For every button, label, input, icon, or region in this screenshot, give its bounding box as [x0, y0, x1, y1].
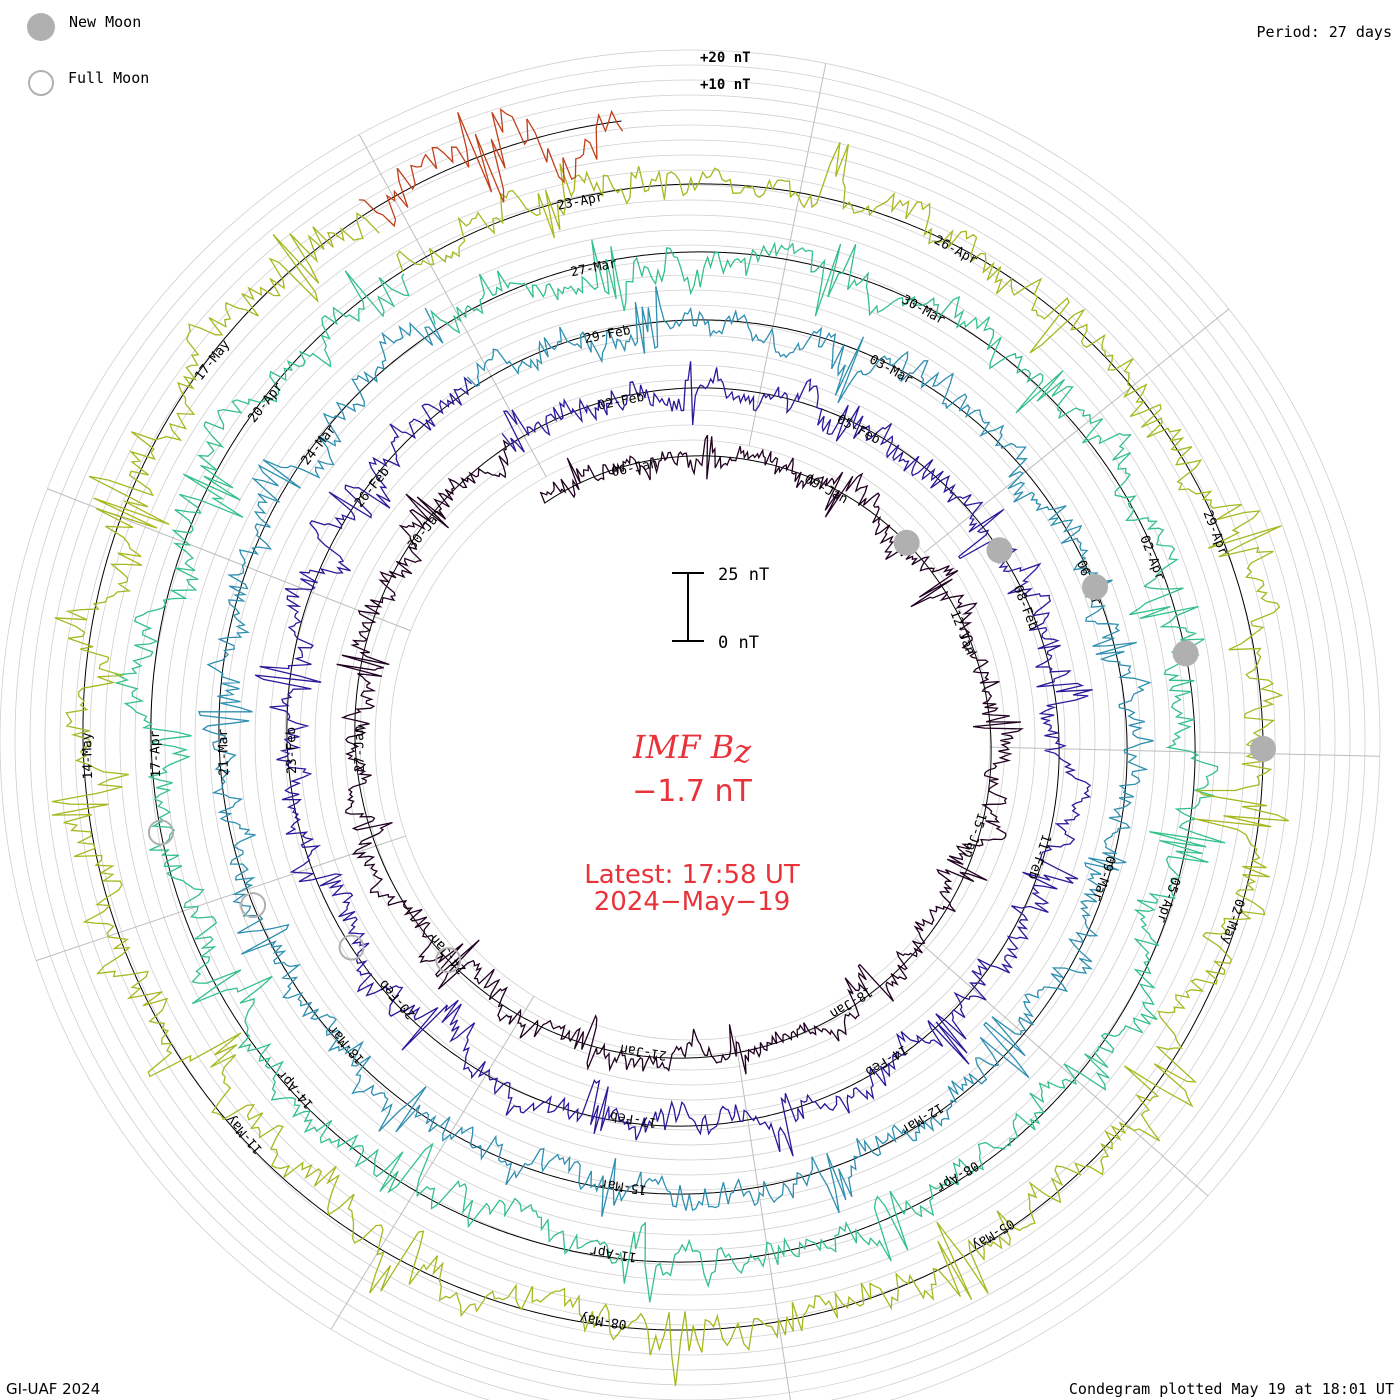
zero-reference-line [366, 120, 622, 214]
date-label: 23-Feb [284, 727, 300, 775]
date-label: 14-Feb [862, 1041, 910, 1078]
grid-spoke [358, 134, 547, 477]
date-label: 12-Jan [946, 608, 977, 657]
latest-time: Latest: 17:58 UT [584, 860, 800, 890]
grid-circle [134, 184, 1246, 1296]
grid-spoke [734, 1036, 791, 1400]
data-series [51, 108, 1289, 1387]
grid-circle [359, 409, 1021, 1071]
grid-circle [74, 124, 1306, 1356]
grid-spoke [36, 835, 406, 962]
zero-reference-line [150, 251, 1196, 1263]
grid-spoke [914, 937, 1209, 1197]
scale-bar-top-label: 25 nT [718, 565, 769, 585]
grid-circle [164, 214, 1216, 1266]
date-label: 08-May [579, 1310, 628, 1332]
grid-circle [59, 109, 1321, 1371]
grid-circle [254, 304, 1126, 1176]
date-label: 14-May [80, 732, 96, 780]
grid-circle [299, 349, 1081, 1131]
parameter-subscript: z [734, 732, 752, 771]
series-3-trace [197, 286, 1154, 1217]
scale-bar: 25 nT 0 nT [672, 565, 769, 653]
zero-reference-line [354, 444, 992, 1059]
date-label: 23-Apr [556, 190, 605, 214]
scale-label-10: +10 nT [700, 77, 751, 93]
current-value: −1.7 nT [632, 774, 752, 809]
grid-spoke [748, 63, 827, 446]
full-moon-marker [147, 819, 174, 846]
new-moon-icon [27, 13, 55, 41]
grid-circle [14, 64, 1366, 1400]
latest-date: 2024−May−19 [593, 887, 791, 917]
new-moon-marker [1172, 640, 1199, 667]
series-5-trace [51, 142, 1289, 1387]
date-label: 20-Apr [245, 380, 286, 426]
footer-credit: GI-UAF 2024 [6, 1380, 101, 1398]
date-label: 27-Mar [569, 256, 618, 280]
date-label: 05-May [969, 1215, 1017, 1252]
grid-spoke [330, 995, 535, 1330]
series-2-trace [254, 361, 1093, 1157]
series-6-trace [358, 108, 624, 228]
grid-circle [89, 139, 1291, 1341]
date-label: 11-Apr [589, 1242, 638, 1264]
grid-circle [0, 49, 1381, 1400]
grid-circle [194, 244, 1186, 1236]
grid-circle [389, 439, 991, 1041]
new-moon-marker [893, 529, 920, 556]
date-label: 02-Feb [597, 390, 646, 414]
date-label: 30-Jan [405, 507, 446, 553]
date-label: 20-Feb [376, 976, 418, 1021]
footer-plotted: Condegram plotted May 19 at 18:01 UT [1068, 1380, 1394, 1398]
moon-markers [147, 529, 1277, 974]
grid-circle [329, 379, 1051, 1101]
legend-new-moon-label: New Moon [69, 13, 142, 31]
parameter-title: IMF Bz [572, 728, 812, 770]
date-label: 15-Mar [599, 1175, 648, 1197]
date-label: 02-May [1218, 897, 1247, 946]
grid-circle [104, 154, 1276, 1326]
grid-circle [224, 274, 1156, 1206]
date-label: 27-Jan [352, 725, 368, 772]
grid-circle [344, 394, 1036, 1086]
scale-labels: +20 nT +10 nT [700, 50, 751, 93]
grid-circle [29, 79, 1351, 1400]
series-4-trace [114, 239, 1226, 1303]
date-label: 29-Apr [1199, 508, 1230, 557]
new-moon-marker [1082, 573, 1109, 600]
date-label: 21-Mar [216, 728, 232, 776]
date-label: 17-Apr [148, 730, 164, 778]
parameter-name: IMF B [632, 728, 735, 766]
series-1-trace [336, 434, 1025, 1075]
full-moon-icon [28, 70, 54, 96]
legend-full-moon-label: Full Moon [68, 69, 150, 87]
grid-circle [149, 199, 1231, 1281]
grid-circle [209, 259, 1171, 1221]
grid-circle [179, 229, 1201, 1251]
date-label: 11-Feb [1024, 832, 1053, 881]
zero-reference-line [82, 183, 1264, 1331]
period-label: Period: 27 days [1256, 23, 1392, 41]
date-label: 17-Feb [609, 1108, 658, 1130]
date-label: 30-Mar [899, 293, 948, 329]
date-label: 08-Feb [1010, 583, 1041, 632]
full-moon-marker [338, 934, 365, 961]
full-moon-marker [240, 892, 267, 919]
legend-full-moon: Full Moon [28, 69, 150, 96]
scale-label-20: +20 nT [700, 50, 751, 66]
new-moon-marker [986, 537, 1013, 564]
date-label: 09-Jan [802, 472, 850, 508]
date-label: 06-Jan [610, 456, 659, 480]
legend-new-moon: New Moon [27, 13, 141, 41]
new-moon-marker [1250, 735, 1277, 762]
grid-circle [44, 94, 1336, 1386]
date-label: 08-Apr [933, 1157, 981, 1194]
scale-bar-bottom-label: 0 nT [718, 633, 759, 653]
full-moon-marker [435, 947, 462, 974]
grid-spoke [923, 308, 1230, 554]
date-label: 21-Jan [619, 1041, 668, 1063]
